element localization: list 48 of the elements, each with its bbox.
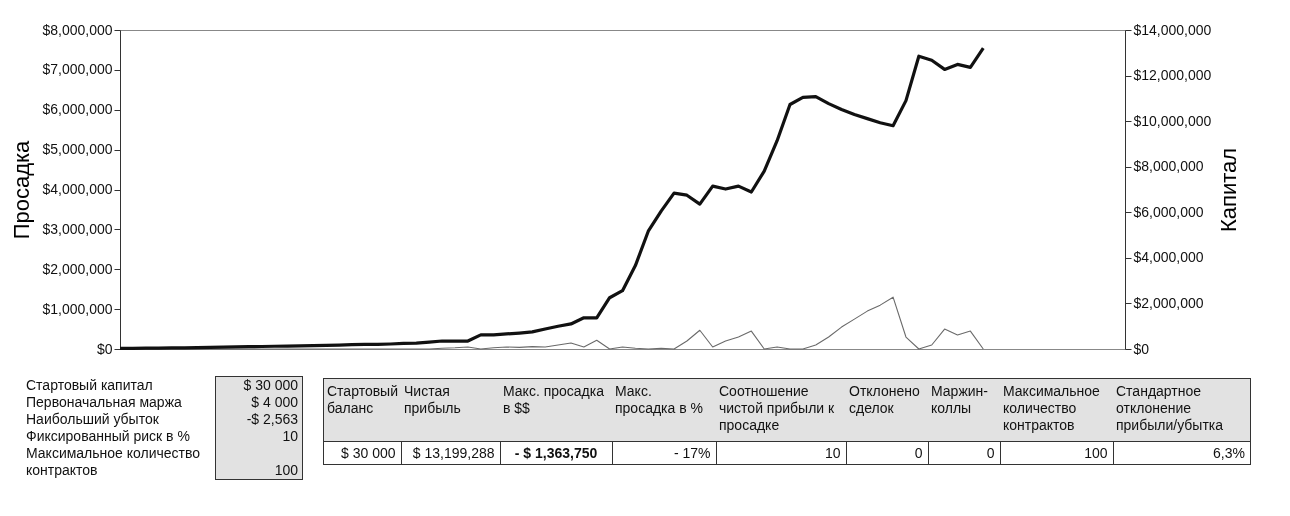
y2-tick-label: $0 xyxy=(1133,340,1150,357)
text: 100 xyxy=(1084,445,1108,461)
category-label: Отклонено сделок xyxy=(846,378,928,442)
category-label: Маржин-коллы xyxy=(928,378,1000,442)
y2-tick-label: $8,000,000 xyxy=(1133,158,1204,175)
category-label: Макс. просадка в $$ xyxy=(500,378,612,442)
y-tick-label: $2,000,000 xyxy=(42,260,113,277)
category-label: Стандартное отклонение прибыли/убытка xyxy=(1113,378,1251,442)
y2-axis-title: Капитал xyxy=(1216,147,1242,233)
y-tick-label: $6,000,000 xyxy=(42,101,113,118)
text: 0 xyxy=(986,445,995,461)
category-label: Чистая прибыль xyxy=(401,378,500,442)
y-axis-title: Просадка xyxy=(9,139,35,240)
y-tick-label: $8,000,000 xyxy=(42,21,113,38)
y2-tick-label: $14,000,000 xyxy=(1133,21,1212,38)
category-label: Первоначальная маржа xyxy=(25,394,183,411)
category-label: Максимальное количество контрактов xyxy=(25,445,202,479)
category-label: Стартовый баланс xyxy=(323,378,401,442)
text: $ 4 000 xyxy=(251,394,298,410)
category-label: Фиксированный риск в % xyxy=(25,428,191,445)
text: $ 13,199,288 xyxy=(412,445,495,461)
text: - $ 1,363,750 xyxy=(514,445,598,461)
category-label: Макс. просадка в % xyxy=(612,378,716,442)
category-label: Максимальное количество контрактов xyxy=(1000,378,1113,442)
text: 6,3% xyxy=(1213,445,1245,461)
y-tick-label: $7,000,000 xyxy=(42,61,113,78)
text: 100 xyxy=(274,461,298,478)
y2-tick-label: $4,000,000 xyxy=(1133,249,1204,266)
category-label: Стартовый капитал xyxy=(25,376,154,394)
text: $ 30 000 xyxy=(341,445,396,461)
y-tick-label: $4,000,000 xyxy=(42,181,113,197)
y-tick-label: $3,000,000 xyxy=(42,220,113,237)
text: 10 xyxy=(824,445,841,461)
y-tick-label: $5,000,000 xyxy=(42,141,113,158)
y2-tick-label: $2,000,000 xyxy=(1133,294,1204,311)
text: 10 xyxy=(282,428,298,444)
y2-tick-label: $12,000,000 xyxy=(1133,67,1212,84)
text: - 17% xyxy=(673,445,711,461)
y2-tick-label: $10,000,000 xyxy=(1133,112,1212,129)
category-label: Соотношение чистой прибыли к просадке xyxy=(716,378,846,442)
y-tick-label: $1,000,000 xyxy=(42,300,113,317)
y2-tick-label: $6,000,000 xyxy=(1133,203,1204,220)
y-tick-label: $0 xyxy=(96,340,113,357)
text: -$ 2,563 xyxy=(246,411,298,427)
category-label: Наибольший убыток xyxy=(25,411,160,428)
text: $ 30 000 xyxy=(243,377,298,393)
text: 0 xyxy=(914,445,923,461)
line-series xyxy=(118,46,985,350)
